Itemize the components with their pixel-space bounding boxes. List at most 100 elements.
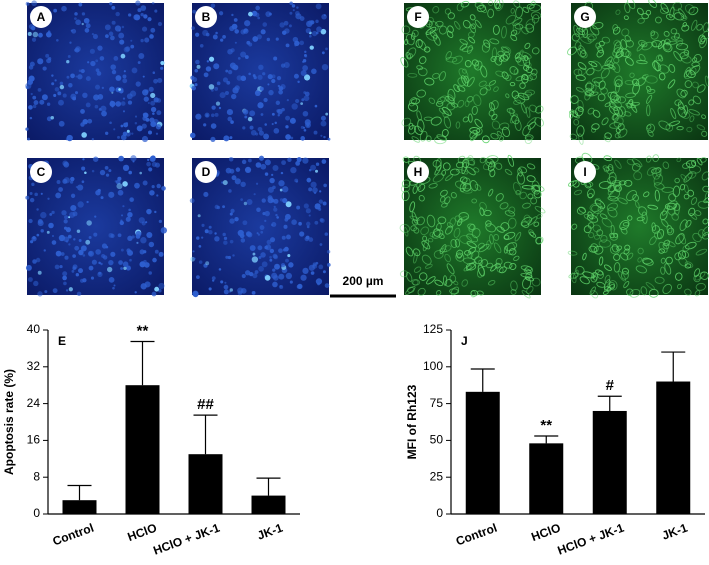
cell xyxy=(535,236,544,245)
nucleus xyxy=(118,88,121,91)
cell xyxy=(521,290,531,299)
nucleus xyxy=(80,68,85,74)
cell xyxy=(649,236,657,246)
cell xyxy=(689,64,701,76)
cell xyxy=(510,280,518,291)
nucleus xyxy=(33,280,39,287)
nucleus xyxy=(66,75,70,79)
nucleus xyxy=(263,97,268,103)
nucleus xyxy=(93,94,100,101)
cell xyxy=(455,121,461,129)
nucleus xyxy=(92,33,99,40)
cell xyxy=(405,246,414,257)
nucleus xyxy=(256,207,261,213)
nucleus xyxy=(294,44,297,47)
cell xyxy=(456,253,462,259)
cell xyxy=(603,136,611,143)
nucleus xyxy=(266,37,271,42)
cell xyxy=(573,189,583,196)
y-axis-label: Apoptosis rate (%) xyxy=(2,369,16,475)
cell xyxy=(596,281,606,288)
cell xyxy=(428,97,436,104)
cell xyxy=(609,122,622,129)
nucleus xyxy=(80,109,85,114)
cell xyxy=(449,288,460,295)
cell xyxy=(517,49,524,60)
cell xyxy=(402,156,410,163)
cell xyxy=(474,60,483,71)
nucleus xyxy=(282,186,289,193)
cell xyxy=(615,82,620,93)
cell xyxy=(684,80,693,89)
cell xyxy=(690,66,697,74)
nucleus xyxy=(57,91,62,96)
nucleus xyxy=(67,55,71,58)
nucleus xyxy=(91,32,95,36)
nucleus xyxy=(81,180,85,184)
cell xyxy=(466,241,477,248)
cell xyxy=(424,77,435,86)
nucleus xyxy=(275,37,279,41)
cell xyxy=(479,5,487,14)
cell xyxy=(421,254,432,265)
nucleus xyxy=(234,178,241,185)
nucleus xyxy=(46,230,50,234)
cell xyxy=(660,257,666,264)
cell xyxy=(444,253,451,263)
nucleus xyxy=(257,16,261,20)
cell xyxy=(609,189,621,200)
nucleus xyxy=(48,222,54,229)
nucleus xyxy=(101,110,107,117)
nucleus xyxy=(95,59,99,63)
cell xyxy=(655,16,662,24)
cell xyxy=(499,202,509,210)
nucleus xyxy=(147,158,150,162)
nucleus xyxy=(39,99,45,105)
cell xyxy=(405,33,415,46)
cell xyxy=(588,232,595,239)
nucleus xyxy=(58,120,65,127)
y-tick-label: 50 xyxy=(430,433,444,447)
cell xyxy=(694,210,702,217)
x-tick-label: Control xyxy=(454,521,499,549)
nucleus xyxy=(260,230,264,234)
nucleus xyxy=(25,127,29,131)
nucleus xyxy=(296,205,301,210)
cell xyxy=(527,193,534,200)
cell xyxy=(588,60,598,67)
nucleus xyxy=(95,249,101,255)
cell xyxy=(489,169,496,178)
nucleus xyxy=(149,34,154,39)
cell xyxy=(608,101,618,112)
nucleus xyxy=(87,61,90,64)
nucleus xyxy=(74,17,77,20)
cell xyxy=(488,188,494,197)
cell xyxy=(479,156,486,164)
cell xyxy=(689,212,698,220)
nucleus xyxy=(91,169,95,173)
cell xyxy=(613,75,623,88)
nucleus xyxy=(315,31,319,35)
panel-badge xyxy=(574,6,596,28)
nucleus xyxy=(271,78,276,84)
nucleus xyxy=(58,99,64,106)
nucleus xyxy=(84,28,90,33)
nucleus xyxy=(62,93,67,98)
panel-label: C xyxy=(37,165,46,179)
nucleus xyxy=(252,252,256,256)
cell xyxy=(531,184,541,195)
cell xyxy=(488,80,497,86)
cell xyxy=(530,197,538,205)
nucleus xyxy=(142,89,149,96)
cell xyxy=(435,290,442,296)
cell xyxy=(663,30,670,37)
nucleus xyxy=(273,127,280,134)
nucleus xyxy=(51,240,57,245)
nucleus xyxy=(285,272,293,280)
cell xyxy=(444,196,451,205)
nucleus xyxy=(304,74,311,81)
nucleus xyxy=(196,236,200,240)
cell xyxy=(634,200,640,209)
cell xyxy=(676,40,683,47)
nucleus xyxy=(77,74,83,80)
